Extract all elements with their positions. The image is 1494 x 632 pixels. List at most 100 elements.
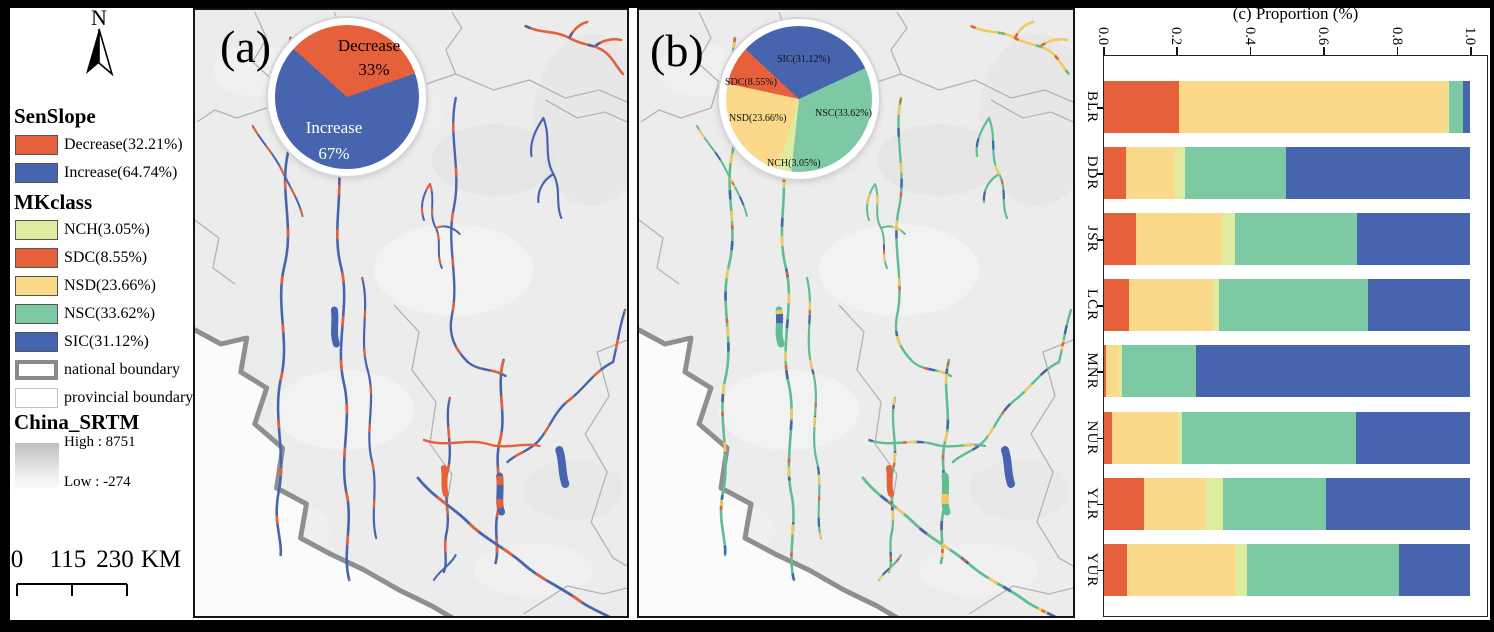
scalebar-number: 0	[10, 546, 24, 573]
bar-segment-sic	[1286, 147, 1470, 200]
bar-segment-nsd	[1106, 345, 1119, 398]
legend-swatch	[15, 388, 58, 408]
x-axis-tick-label: 0.2	[1168, 26, 1185, 46]
y-axis-tick	[1097, 305, 1103, 307]
legend-swatch	[15, 220, 58, 240]
srtm-high-label: High : 8751	[64, 434, 136, 450]
legend-item-label: Increase(64.74%)	[64, 164, 178, 181]
y-axis-tick	[1097, 437, 1103, 440]
bar-segment-sdc	[1104, 411, 1112, 464]
pie-a-decrease-value: 33%	[358, 60, 390, 79]
bar-segment-sic	[1367, 279, 1470, 332]
bar-segment-sic	[1462, 81, 1470, 133]
bar-segment-nsd	[1144, 477, 1206, 530]
pie-a-decrease-label: Decrease	[337, 36, 401, 55]
y-axis-category-label: MNR	[1084, 352, 1100, 390]
figure-border-top	[0, 0, 1494, 8]
north-arrow-icon: N	[86, 8, 114, 77]
y-axis-tick	[1097, 503, 1103, 506]
bar-segment-sic	[1356, 411, 1470, 464]
figure-border-bottom	[0, 620, 1494, 632]
y-axis-category-label: JSR	[1084, 225, 1100, 253]
chart-c-plot-frame	[1103, 55, 1488, 617]
map-legend: N SenSlope MKclass China_SRTM High : 875…	[10, 8, 193, 620]
mkclass-item: NSD(23.66%)	[15, 276, 193, 298]
pie-a-increase-label: Increase	[305, 118, 363, 137]
y-axis-category-label: YUR	[1084, 552, 1100, 588]
legend-swatch	[15, 360, 58, 380]
mkclass-item: SIC(31.12%)	[15, 332, 193, 354]
bar-segment-nch	[1222, 213, 1236, 266]
senslope-title: SenSlope	[14, 104, 96, 128]
x-axis-tick-label: 0.0	[1095, 26, 1111, 46]
bar-segment-sdc	[1104, 477, 1145, 530]
bar-row-mnr	[1104, 345, 1470, 398]
legend-item-label: NCH(3.05%)	[64, 221, 150, 238]
senslope-item: Increase(64.74%)	[15, 163, 193, 185]
bar-segment-sic	[1326, 477, 1470, 530]
scalebar-number: 230	[96, 546, 134, 573]
bar-segment-nsd	[1179, 81, 1449, 133]
bar-segment-nsc	[1235, 213, 1357, 266]
bar-row-jsr	[1104, 213, 1470, 266]
bar-segment-sdc	[1104, 279, 1129, 332]
bar-segment-nsd	[1126, 543, 1236, 596]
mkclass-item: NCH(3.05%)	[15, 220, 193, 242]
legend-item-label: NSD(23.66%)	[64, 277, 156, 294]
x-axis-tick-label: 0.6	[1315, 26, 1332, 46]
mkclass-item: NSC(33.62%)	[15, 304, 193, 326]
x-axis-tick	[1176, 47, 1178, 55]
legend-swatch	[15, 248, 58, 268]
mkclass-item: SDC(8.55%)	[15, 248, 193, 270]
legend-item-label: Decrease(32.21%)	[64, 136, 183, 153]
y-axis-category-label: NUR	[1084, 420, 1100, 455]
senslope-pie-chart: Decrease 33% Increase 67%	[268, 18, 426, 176]
bar-segment-nsd	[1125, 147, 1176, 200]
bar-segment-sdc	[1104, 147, 1126, 200]
x-axis-tick	[1103, 47, 1105, 55]
bar-segment-sic	[1398, 543, 1470, 596]
bar-row-ddr	[1104, 147, 1470, 200]
figure-border-right	[1490, 0, 1494, 632]
y-axis-category-label: LCR	[1084, 289, 1100, 322]
y-axis-category-label: DDR	[1084, 155, 1100, 191]
map-panel-a: (a) Decrease 33% Increase 67%	[193, 8, 629, 618]
bar-segment-nsc	[1247, 543, 1399, 596]
x-axis-tick-label: 0.4	[1241, 26, 1258, 46]
bar-segment-nch	[1205, 477, 1224, 530]
pie-b-slice-label: NSC(33.62%)	[815, 108, 872, 119]
bar-segment-nch	[1212, 279, 1219, 332]
bar-segment-sic	[1196, 345, 1470, 398]
bar-segment-nsc	[1122, 345, 1197, 398]
chart-c-title: (c) Proportion (%)	[1232, 4, 1359, 23]
y-axis-tick	[1097, 239, 1103, 241]
y-axis-category-label: BLR	[1084, 90, 1100, 124]
bar-segment-nsc	[1449, 81, 1463, 133]
y-axis-tick	[1097, 173, 1103, 175]
panel-a-label: (a)	[220, 21, 272, 72]
legend-swatch	[15, 332, 58, 352]
y-axis-tick	[1097, 107, 1103, 109]
bar-segment-sdc	[1104, 543, 1127, 596]
x-axis-tick-label: 0.8	[1388, 26, 1405, 46]
x-axis-tick	[1396, 47, 1399, 55]
north-label: N	[91, 8, 107, 30]
figure-border-left	[0, 0, 10, 632]
bar-segment-nch	[1177, 411, 1182, 464]
legend-swatch	[15, 135, 58, 155]
bar-segment-nsd	[1111, 411, 1178, 464]
proportion-chart: (c) Proportion (%) 0.0 0.2 0.4 0.6 0.8 1.0 BLR…	[1080, 0, 1494, 622]
x-axis-tick-label: 1.0	[1462, 26, 1478, 46]
bar-segment-nsc	[1223, 477, 1327, 530]
srtm-title: China_SRTM	[14, 410, 140, 434]
bar-segment-nsc	[1184, 147, 1287, 200]
map-panel-b: (b) SIC(31.12%) SDC(8.55%) NSD(23.66%) NSC(…	[637, 8, 1075, 618]
elevation-gradient-swatch	[15, 443, 59, 489]
bar-segment-nsc	[1218, 279, 1368, 332]
pie-b-slice-label: SDC(8.55%)	[725, 77, 777, 88]
bar-segment-nsd	[1136, 213, 1223, 266]
bar-segment-sdc	[1104, 345, 1107, 398]
bar-segment-sic	[1356, 213, 1470, 266]
bar-segment-nsc	[1181, 411, 1357, 464]
